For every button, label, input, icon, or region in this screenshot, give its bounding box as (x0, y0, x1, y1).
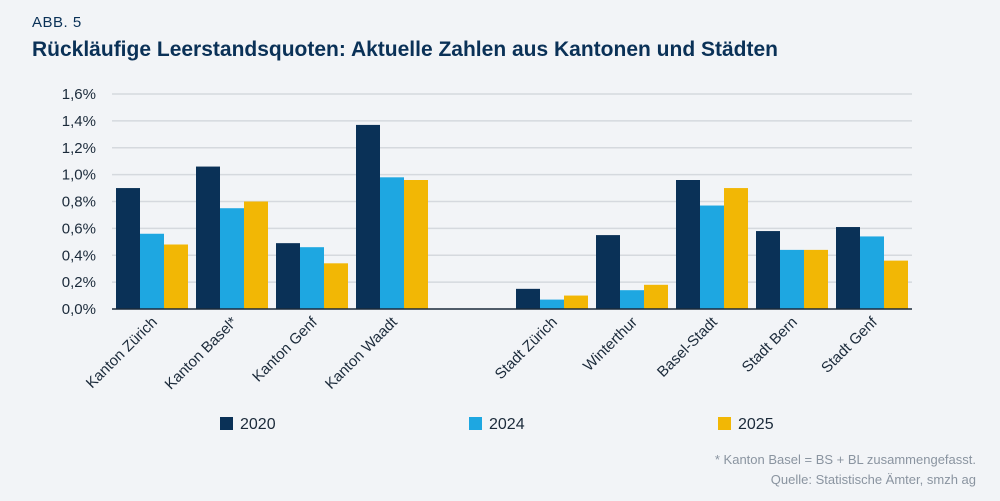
y-tick-label: 0,0% (62, 301, 96, 318)
legend-swatch-2024 (469, 417, 482, 430)
bar-2025 (644, 284, 668, 309)
bar-2025 (884, 260, 908, 309)
y-tick-label: 1,2% (62, 140, 96, 157)
bar-2025 (724, 188, 748, 309)
x-tick-label: Stadt Genf (818, 313, 881, 376)
bar-2025 (164, 244, 188, 309)
bar-2024 (620, 290, 644, 309)
footnote: * Kanton Basel = BS + BL zusammengefasst… (714, 452, 976, 467)
y-tick-label: 1,0% (62, 167, 96, 184)
y-tick-label: 0,4% (62, 247, 96, 264)
x-tick-label: Kanton Zürich (83, 314, 161, 392)
y-tick-label: 0,2% (62, 274, 96, 291)
bar-2024 (700, 205, 724, 309)
x-tick-label: Kanton Genf (249, 313, 321, 385)
bar-2020 (756, 231, 780, 309)
x-tick-label: Winterthur (580, 314, 641, 375)
bar-2020 (516, 288, 540, 309)
bar-2020 (596, 235, 620, 309)
y-tick-label: 1,4% (62, 113, 96, 130)
bar-2025 (324, 263, 348, 309)
figure-label: ABB. 5 (32, 14, 82, 31)
bar-2025 (404, 180, 428, 309)
source: Quelle: Statistische Ämter, smzh ag (770, 472, 976, 487)
bar-2025 (804, 249, 828, 309)
bar-2024 (540, 299, 564, 309)
bar-2020 (196, 166, 220, 309)
bar-2024 (380, 177, 404, 309)
bar-2020 (116, 188, 140, 309)
x-tick-label: Kanton Basel* (162, 314, 241, 393)
y-tick-label: 1,6% (62, 86, 96, 103)
bar-2020 (356, 124, 380, 309)
legend-label: 2025 (738, 416, 774, 433)
bar-2024 (780, 249, 804, 309)
legend-swatch-2025 (718, 417, 731, 430)
bar-2024 (300, 247, 324, 309)
bar-2025 (564, 295, 588, 309)
legend-label: 2024 (489, 416, 525, 433)
bar-2024 (140, 233, 164, 309)
bar-2020 (836, 227, 860, 309)
bar-2024 (220, 208, 244, 309)
bar-2025 (244, 201, 268, 309)
legend-swatch-2020 (220, 417, 233, 430)
legend-label: 2020 (240, 416, 276, 433)
y-tick-label: 0,8% (62, 194, 96, 211)
x-tick-label: Stadt Zürich (492, 314, 561, 383)
bar-2020 (276, 243, 300, 309)
bar-2024 (860, 236, 884, 309)
x-tick-label: Kanton Waadt (322, 313, 401, 392)
chart-title: Rückläufige Leerstandsquoten: Aktuelle Z… (32, 38, 778, 61)
x-tick-label: Basel-Stadt (654, 313, 721, 380)
bar-2020 (676, 180, 700, 309)
y-tick-label: 0,6% (62, 220, 96, 237)
x-tick-label: Stadt Bern (739, 314, 801, 376)
